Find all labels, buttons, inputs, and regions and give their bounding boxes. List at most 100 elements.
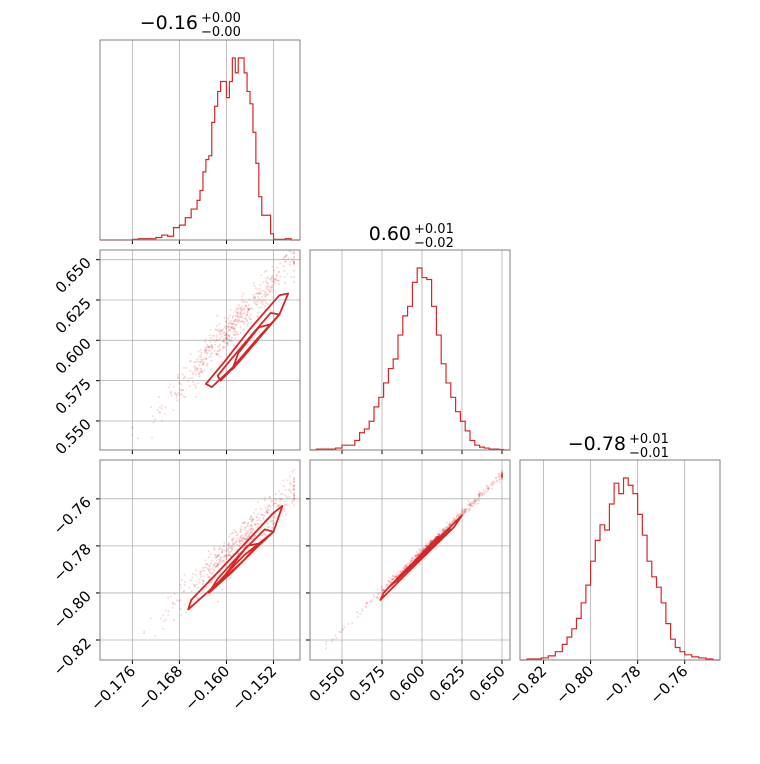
scatter-point bbox=[249, 531, 252, 534]
scatter-point bbox=[230, 548, 233, 551]
scatter-point bbox=[269, 286, 272, 289]
scatter-point bbox=[284, 255, 286, 258]
scatter-point bbox=[259, 289, 262, 292]
scatter-point bbox=[213, 545, 215, 548]
scatter-point bbox=[501, 473, 503, 475]
scatter-point bbox=[230, 327, 233, 330]
scatter-point bbox=[259, 507, 262, 510]
scatter-point bbox=[490, 483, 493, 486]
scatter-point bbox=[210, 352, 213, 354]
scatter-point bbox=[231, 339, 234, 342]
scatter-point bbox=[229, 577, 232, 580]
scatter-point bbox=[284, 503, 287, 506]
scatter-point bbox=[231, 322, 234, 325]
scatter-point bbox=[284, 494, 287, 497]
scatter-point bbox=[237, 304, 240, 307]
scatter-point bbox=[462, 509, 465, 512]
scatter-point bbox=[242, 537, 245, 540]
contour-level-3 bbox=[401, 535, 443, 575]
scatter-point bbox=[220, 551, 223, 554]
scatter-point bbox=[457, 515, 460, 518]
scatter-point bbox=[272, 296, 275, 299]
scatter-point bbox=[220, 332, 223, 335]
scatter-point bbox=[245, 305, 248, 308]
scatter-point bbox=[185, 611, 188, 614]
scatter-point bbox=[227, 326, 230, 329]
scatter-point bbox=[204, 349, 207, 352]
scatter-point bbox=[218, 561, 221, 564]
scatter-point bbox=[253, 296, 255, 299]
scatter-point bbox=[267, 504, 270, 507]
scatter-point bbox=[274, 278, 277, 281]
scatter-point bbox=[209, 564, 212, 567]
scatter-point bbox=[222, 332, 225, 335]
scatter-point bbox=[239, 306, 241, 309]
scatter-point bbox=[240, 305, 243, 308]
scatter-point bbox=[214, 556, 217, 559]
scatter-point bbox=[293, 269, 296, 272]
scatter-point bbox=[293, 476, 296, 479]
scatter-point bbox=[399, 570, 402, 573]
scatter-point bbox=[167, 610, 170, 613]
scatter-point bbox=[250, 517, 252, 520]
scatter-point bbox=[192, 373, 195, 375]
scatter-point bbox=[221, 588, 223, 591]
scatter-point bbox=[290, 252, 293, 255]
scatter-point bbox=[248, 528, 251, 531]
scatter-point bbox=[182, 389, 185, 392]
scatter-point bbox=[259, 283, 262, 286]
scatter-point bbox=[271, 522, 274, 525]
scatter-point bbox=[200, 351, 203, 354]
scatter-point bbox=[278, 280, 280, 283]
scatter-point bbox=[273, 515, 276, 518]
scatter-point bbox=[233, 333, 236, 336]
scatter-point bbox=[233, 323, 236, 326]
scatter-point bbox=[158, 395, 161, 398]
scatter-point bbox=[469, 503, 472, 506]
scatter-point bbox=[193, 383, 196, 386]
scatter-point bbox=[152, 421, 155, 424]
scatter-point bbox=[448, 524, 451, 527]
scatter-point bbox=[169, 390, 172, 393]
scatter-point bbox=[204, 340, 206, 343]
scatter-point bbox=[272, 284, 275, 287]
scatter-point bbox=[234, 324, 237, 327]
scatter-point bbox=[218, 548, 221, 551]
scatter-point bbox=[270, 286, 273, 289]
scatter-point bbox=[267, 508, 270, 511]
scatter-point bbox=[195, 569, 198, 572]
scatter-point bbox=[366, 602, 369, 605]
scatter-point bbox=[178, 382, 181, 385]
scatter-point bbox=[416, 554, 419, 556]
scatter-point bbox=[227, 554, 230, 557]
scatter-point bbox=[260, 522, 262, 525]
scatter-point bbox=[270, 279, 273, 282]
scatter-point bbox=[287, 257, 290, 260]
scatter-point bbox=[216, 565, 219, 568]
scatter-point bbox=[501, 475, 503, 478]
scatter-point bbox=[200, 370, 203, 373]
scatter-point bbox=[487, 487, 490, 490]
scatter-point bbox=[214, 340, 217, 343]
scatter-point bbox=[173, 603, 176, 606]
scatter-point bbox=[205, 352, 208, 355]
scatter-point bbox=[229, 554, 232, 557]
scatter-point bbox=[178, 381, 180, 384]
scatter-point bbox=[273, 522, 276, 525]
scatter-point bbox=[196, 369, 199, 372]
scatter-point bbox=[203, 566, 206, 569]
scatter-point bbox=[230, 322, 233, 325]
scatter-point bbox=[458, 514, 460, 517]
scatter-point bbox=[264, 299, 267, 302]
scatter-point bbox=[425, 545, 428, 548]
scatter-point bbox=[356, 611, 359, 614]
scatter-point bbox=[391, 574, 394, 577]
scatter-point bbox=[496, 476, 499, 479]
scatter-point bbox=[266, 511, 269, 514]
scatter-point bbox=[271, 504, 274, 507]
scatter-point bbox=[183, 580, 186, 583]
scatter-point bbox=[242, 307, 245, 310]
scatter-point bbox=[257, 513, 259, 516]
scatter-point bbox=[496, 479, 499, 482]
